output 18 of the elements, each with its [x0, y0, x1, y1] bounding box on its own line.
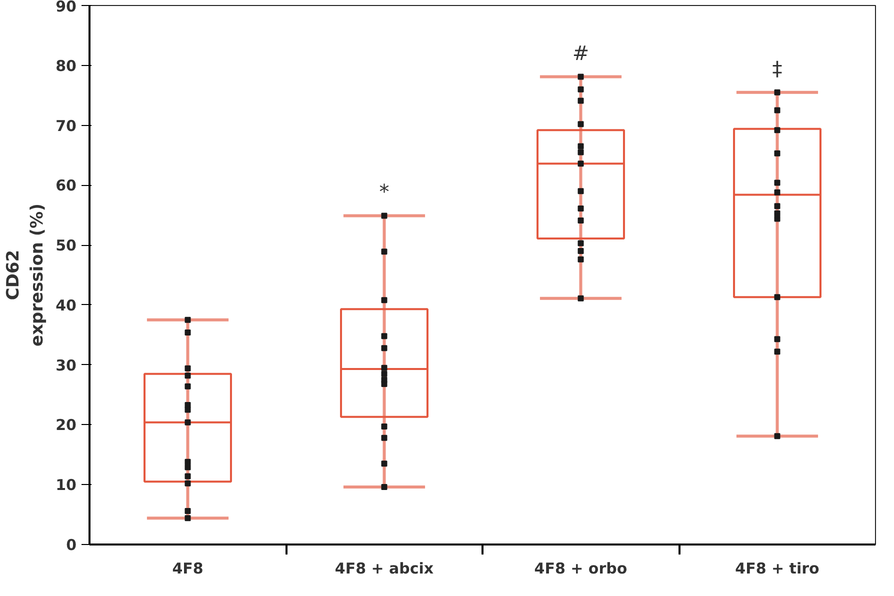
x-tick-label: 4F8 + abcix: [334, 560, 434, 578]
annotation: ‡: [772, 56, 782, 80]
y-tick-label: 30: [56, 356, 76, 374]
x-tick-label: 4F8 + orbo: [534, 560, 628, 578]
y-tick-label: 0: [66, 536, 76, 554]
annotation: *: [379, 180, 390, 204]
y-tick-label: 50: [56, 236, 76, 255]
y-tick-label: 20: [56, 416, 76, 434]
y-tick-label: 70: [56, 116, 76, 135]
y-axis-title: CD62 expression (%): [4, 204, 48, 346]
x-tick-label: 4F8 + tiro: [735, 560, 820, 578]
y-tick-label: 60: [56, 176, 76, 195]
y-tick-label: 80: [56, 56, 76, 75]
y-tick-label: 40: [56, 296, 76, 314]
y-tick-label: 90: [56, 0, 76, 16]
y-tick-label: 10: [56, 476, 76, 494]
x-tick-label: 4F8: [172, 560, 204, 578]
annotation: #: [572, 40, 590, 65]
